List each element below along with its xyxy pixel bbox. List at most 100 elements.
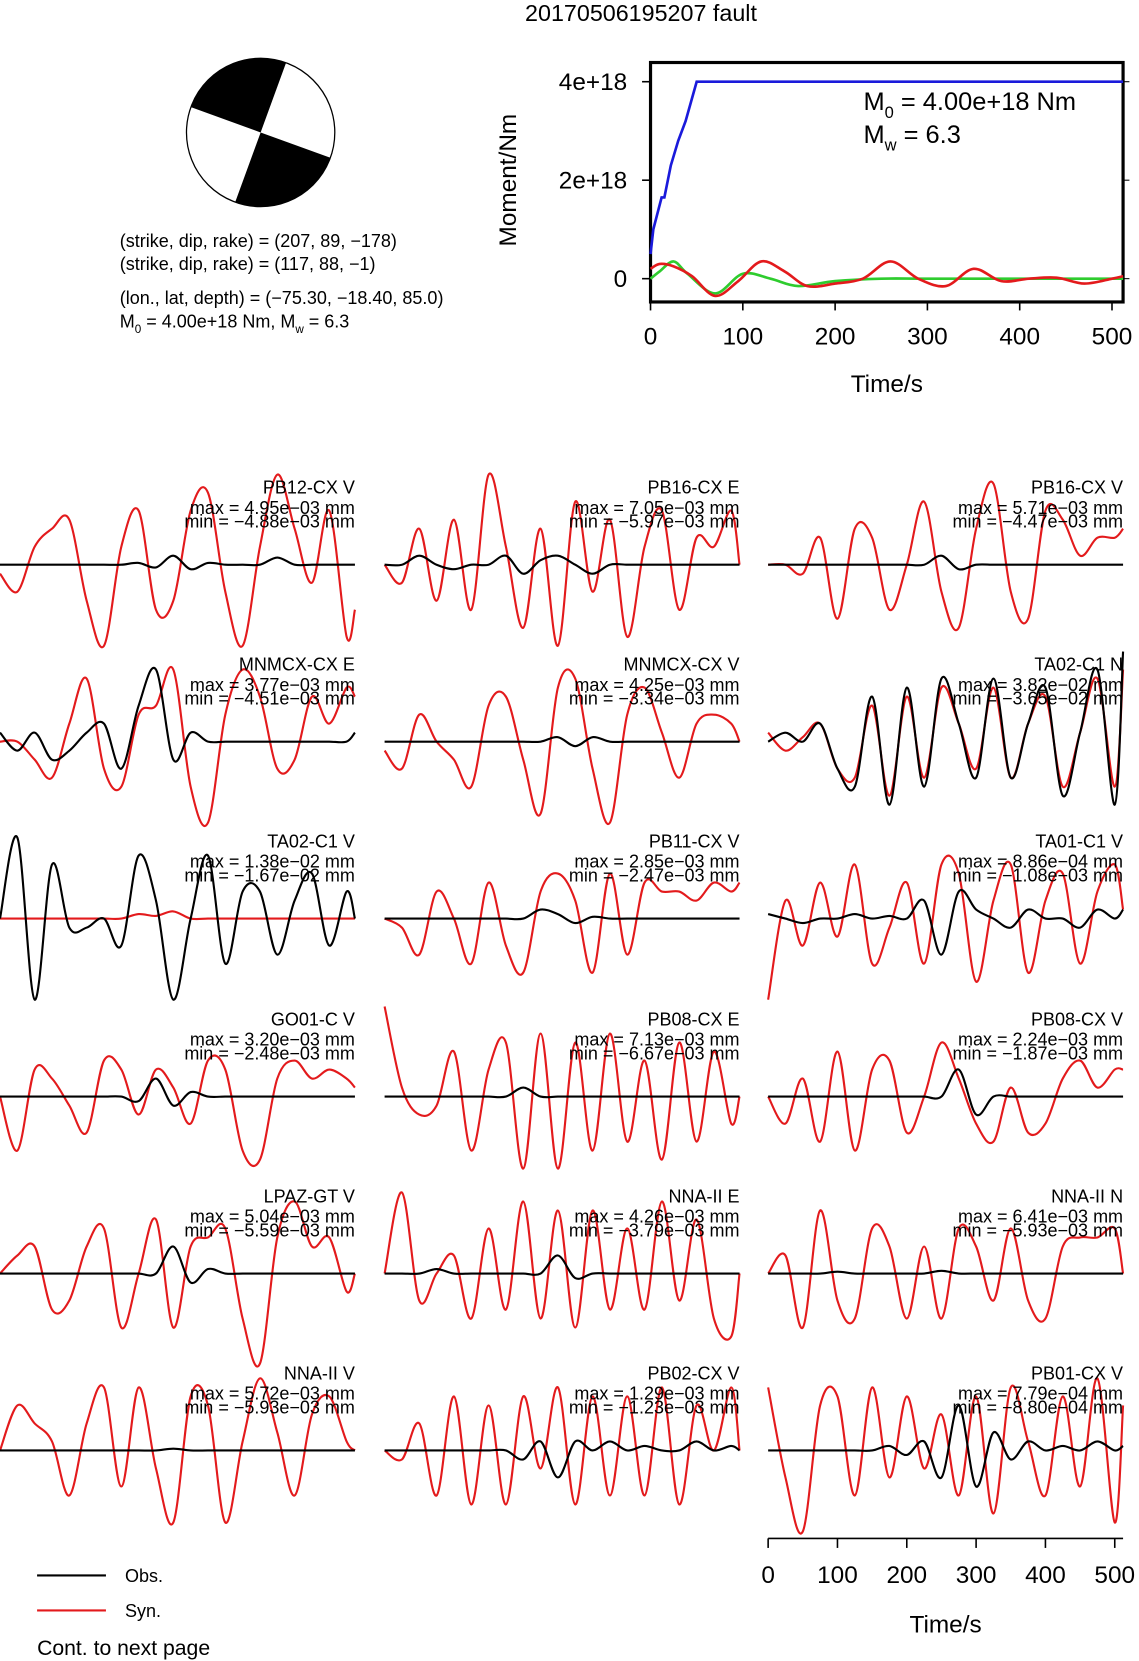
station-label: PB16-CX V [1031,478,1123,498]
min-label: min = −5.93e−03 mm [184,1397,355,1417]
observed-trace [0,835,356,1001]
synthetic-trace [383,1006,741,1170]
x-tick-label: 500 [1094,1562,1135,1589]
station-label: NNA-II V [284,1363,355,1383]
beachball-quadrant [190,58,287,133]
annotation-part: M [863,88,884,116]
subscript: w [294,323,304,336]
plot-frame [648,60,1125,304]
station-label: PB02-CX V [647,1363,739,1383]
synthetic-trace [383,472,741,647]
min-label: min = −4.51e−03 mm [184,689,355,709]
y-tick-label: 0 [614,266,628,293]
station-label: PB08-CX E [647,1010,739,1030]
footer: Cont. to next page [37,1637,210,1660]
min-label: min = −3.79e−03 mm [569,1220,740,1240]
station-label: TA02-C1 N [1034,655,1123,675]
annotation: M0 = 4.00e+18 Nm [863,88,1076,122]
observed-trace [0,1245,355,1285]
subscript: 0 [135,323,142,336]
annotation: Mw = 6.3 [863,121,960,155]
observed-trace [0,1077,355,1107]
synthetic-trace [768,480,1124,632]
max-label: max = 5.71e−03 mm [958,498,1123,518]
chart-title: 20170506195207 fault [525,0,757,26]
beachball-quadrant [235,132,331,207]
observed-trace [384,736,740,748]
max-label: max = 1.38e−02 mm [190,852,355,872]
observed-trace [384,908,740,925]
max-label: max = 3.82e−02 mm [958,675,1123,695]
moment-line [649,260,1124,295]
max-label: max = 7.13e−03 mm [574,1030,739,1050]
max-label: max = 1.29e−03 mm [574,1384,739,1404]
observed-trace [384,1086,740,1099]
min-label: min = −2.47e−03 mm [569,866,740,886]
min-label: min = −4.88e−03 mm [184,512,355,532]
station-label: PB01-CX V [1031,1363,1123,1383]
synthetic-trace [0,1200,356,1368]
station-label: LPAZ-GT V [264,1187,355,1207]
x-tick-label: 0 [761,1562,775,1589]
max-label: max = 3.20e−03 mm [190,1030,355,1050]
x-tick-label: 0 [644,323,658,350]
synthetic-trace [383,1386,741,1506]
min-label: min = −1.67e−02 mm [184,866,355,886]
min-label: min = −5.97e−03 mm [569,512,740,532]
synthetic-trace [383,668,741,826]
annotation-part: = 4.00e+18 Nm, M [141,311,295,331]
subscript: w [884,136,897,155]
annotation-part: = 4.00e+18 Nm [894,88,1076,116]
min-label: min = −5.59e−03 mm [184,1220,355,1240]
max-label: max = 4.95e−03 mm [190,498,355,518]
annotation-part: = 6.3 [897,121,961,149]
annotation-part: = 6.3 [304,311,350,331]
moment-line [649,259,1124,298]
station-label: PB08-CX V [1031,1010,1123,1030]
x-tick-label: 200 [886,1562,927,1589]
station-label: MNMCX-CX V [624,655,740,675]
synthetic-trace [767,1041,1124,1152]
observed-trace [0,554,355,571]
station-label: PB12-CX V [263,478,355,498]
observed-trace [768,1269,1124,1275]
min-label: min = −4.47e−03 mm [952,512,1123,532]
observed-trace [768,1068,1124,1117]
min-label: min = −2.48e−03 mm [184,1044,355,1064]
synthetic-trace [383,1191,741,1341]
station-label: PB11-CX V [649,832,740,852]
x-tick-label: 400 [1025,1562,1066,1589]
synthetic-trace [0,910,355,921]
min-label: min = −1.87e−03 mm [952,1044,1123,1064]
synthetic-trace [0,1377,356,1526]
observed-trace [0,1447,355,1452]
legend-label: Syn. [125,1601,161,1621]
synthetic-trace [0,473,356,649]
max-label: max = 5.04e−03 mm [190,1207,355,1227]
station-label: TA01-C1 V [1035,832,1123,852]
y-tick-label: 4e+18 [559,69,627,96]
min-label: min = −3.65e−02 mm [952,689,1123,709]
x-tick-label: 300 [956,1562,997,1589]
observed-trace [767,651,1125,806]
min-label: min = −5.93e−03 mm [952,1220,1123,1240]
observed-trace [767,888,1124,956]
observed-trace [0,666,356,770]
synthetic-trace [767,1209,1125,1329]
max-label: max = 7.05e−03 mm [574,498,739,518]
x-axis-label: Time/s [851,371,923,398]
max-label: max = 2.24e−03 mm [958,1030,1123,1050]
subscript: 0 [885,103,894,122]
max-label: max = 8.86e−04 mm [958,852,1123,872]
observed-trace [768,554,1124,571]
moment-line [649,80,1124,255]
mechanism-info: (strike, dip, rake) = (117, 88, −1) [120,254,376,274]
synthetic-trace [767,854,1125,1000]
x-tick-label: 200 [815,323,856,350]
min-label: min = −1.08e−03 mm [952,866,1123,886]
max-label: max = 5.72e−03 mm [190,1384,355,1404]
x-tick-label: 400 [999,323,1040,350]
mechanism-info: (lon., lat, depth) = (−75.30, −18.40, 85… [120,288,444,308]
station-label: TA02-C1 V [267,832,355,852]
